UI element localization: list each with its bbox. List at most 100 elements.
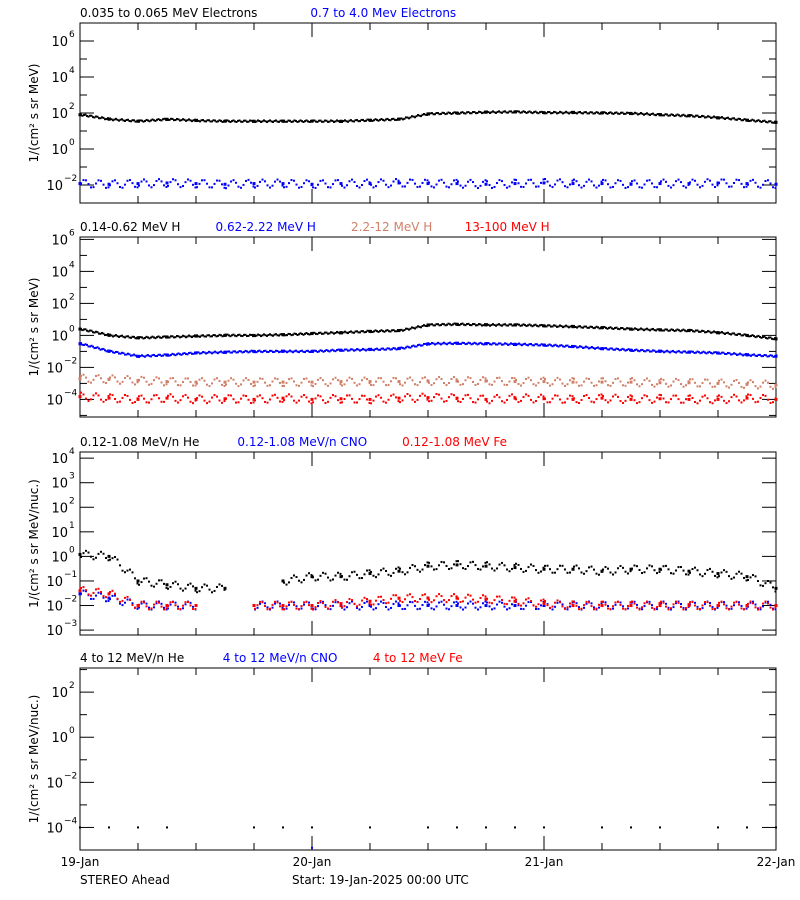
data-mark	[324, 383, 327, 386]
data-mark	[565, 110, 567, 113]
data-mark	[619, 179, 622, 182]
data-mark	[177, 183, 179, 186]
data-mark	[263, 333, 265, 336]
data-mark	[477, 608, 479, 611]
data-mark	[660, 328, 662, 331]
data-mark	[490, 111, 493, 114]
data-mark	[487, 342, 490, 345]
data-mark	[140, 375, 143, 378]
data-mark	[617, 112, 619, 115]
data-mark	[629, 394, 632, 397]
data-mark	[261, 377, 264, 380]
data-point	[252, 182, 256, 186]
data-mark	[145, 401, 148, 404]
data-mark	[525, 111, 528, 114]
data-mark	[97, 179, 100, 182]
data-mark	[605, 112, 607, 115]
data-mark	[440, 324, 442, 327]
data-mark	[163, 184, 165, 187]
data-mark	[759, 385, 762, 388]
data-mark	[369, 119, 372, 122]
data-mark	[488, 383, 491, 386]
data-mark	[424, 394, 426, 397]
data-mark	[252, 385, 255, 388]
data-mark	[634, 327, 636, 330]
data-mark	[627, 572, 629, 575]
data-mark	[102, 400, 105, 403]
data-mark	[687, 603, 690, 606]
data-mark	[370, 347, 372, 350]
data-mark	[711, 116, 714, 119]
data-mark	[441, 322, 444, 325]
data-mark	[452, 343, 454, 346]
data-mark	[337, 601, 339, 604]
data-mark	[154, 337, 157, 340]
data-mark	[157, 353, 160, 356]
data-mark	[551, 571, 554, 574]
data-mark	[556, 568, 559, 571]
data-mark	[557, 325, 560, 328]
data-mark	[380, 178, 382, 181]
data-mark	[575, 564, 578, 567]
data-mark	[194, 186, 197, 189]
data-mark	[491, 567, 493, 570]
data-mark	[663, 114, 665, 117]
data-mark	[153, 585, 155, 588]
data-mark	[163, 400, 165, 403]
data-mark	[690, 114, 693, 117]
data-mark	[676, 350, 679, 353]
data-mark	[313, 119, 316, 122]
data-mark	[358, 383, 361, 386]
data-mark	[575, 604, 578, 607]
data-mark	[160, 605, 163, 608]
y-tick-label: 10	[46, 575, 63, 590]
data-mark	[334, 331, 337, 334]
data-mark	[116, 335, 119, 338]
data-mark	[629, 377, 632, 380]
data-mark	[404, 395, 406, 398]
plot-frame	[79, 667, 777, 851]
data-mark	[212, 119, 215, 122]
data-mark	[496, 567, 498, 570]
data-mark	[486, 400, 488, 403]
data-mark	[232, 119, 235, 122]
data-mark	[351, 331, 354, 334]
data-mark	[125, 335, 128, 338]
data-mark	[704, 331, 706, 334]
data-mark	[522, 185, 525, 188]
data-mark	[125, 353, 128, 356]
data-mark	[171, 117, 174, 120]
data-mark	[392, 376, 395, 379]
data-mark	[334, 120, 337, 123]
data-mark	[542, 178, 545, 181]
data-mark	[734, 333, 737, 336]
data-mark	[498, 600, 501, 603]
data-mark	[470, 112, 473, 115]
data-mark	[612, 348, 615, 351]
data-point	[194, 380, 198, 384]
data-mark	[433, 608, 435, 611]
data-mark	[370, 605, 372, 608]
x-tick-label: 22-Jan	[757, 855, 796, 869]
data-mark	[612, 395, 614, 398]
data-mark	[762, 381, 764, 384]
data-mark	[171, 335, 174, 338]
data-mark	[681, 329, 683, 332]
data-mark	[602, 348, 604, 351]
data-mark	[399, 328, 401, 331]
data-mark	[769, 182, 772, 185]
data-mark	[704, 572, 706, 575]
data-mark	[525, 378, 527, 381]
data-mark	[443, 561, 445, 564]
data-mark	[217, 120, 219, 123]
data-mark	[472, 560, 474, 563]
data-mark	[580, 607, 583, 610]
data-mark	[731, 353, 734, 356]
data-mark	[250, 349, 253, 352]
data-mark	[433, 396, 435, 399]
data-mark	[598, 347, 601, 350]
data-mark	[109, 558, 111, 561]
data-point	[484, 604, 488, 608]
data-mark	[694, 400, 696, 403]
data-mark	[763, 119, 766, 122]
